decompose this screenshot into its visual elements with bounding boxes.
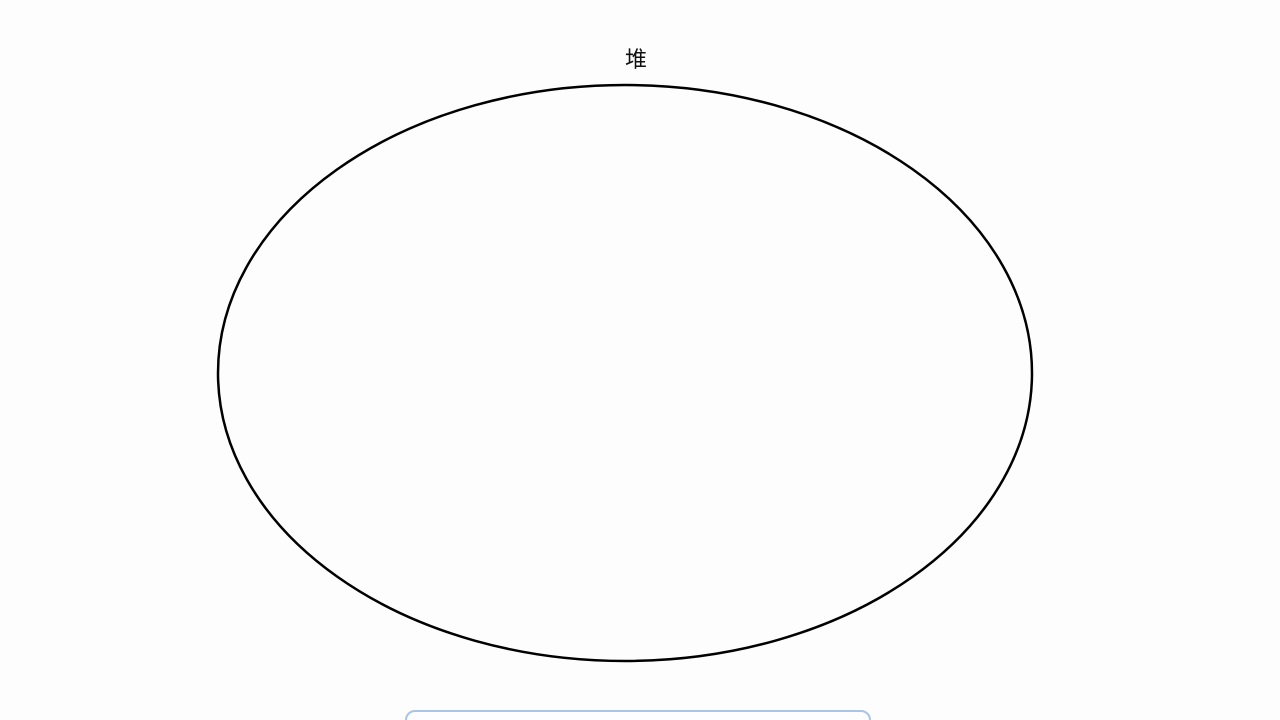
heap-label: 堆 bbox=[624, 48, 647, 73]
bottom-panel[interactable] bbox=[405, 710, 871, 720]
heap-ellipse bbox=[216, 83, 1034, 663]
